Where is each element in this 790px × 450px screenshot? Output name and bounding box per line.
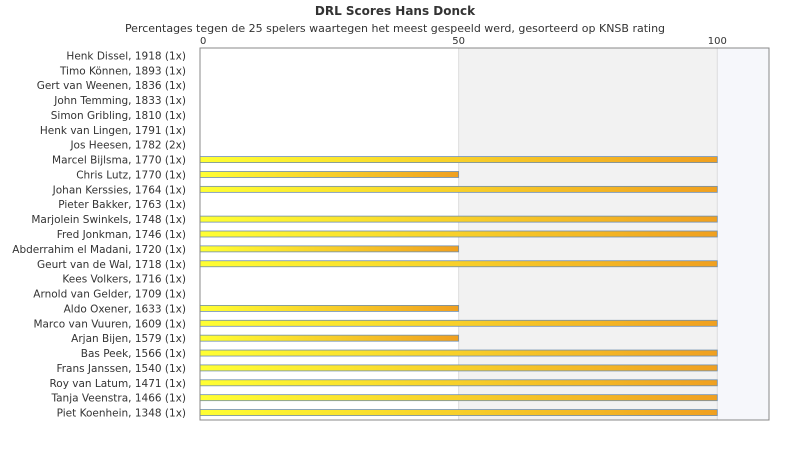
bar (199, 230, 718, 238)
bar (199, 171, 460, 178)
y-category-label: Tanja Veenstra, 1466 (1x) (50, 393, 186, 405)
y-axis-labels: Henk Dissel, 1918 (1x) Timo Können, 1893 … (12, 50, 186, 419)
bar (199, 319, 718, 327)
plot-frame (199, 47, 770, 421)
y-category-label: Abderrahim el Madani, 1720 (1x) (12, 244, 186, 256)
y-category-label: Marcel Bijlsma, 1770 (1x) (52, 155, 186, 167)
y-category-label: Johan Kerssies, 1764 (1x) (52, 184, 186, 196)
y-category-label: Marco van Vuuren, 1609 (1x) (33, 318, 186, 330)
bar (199, 334, 460, 342)
bar (199, 185, 718, 193)
y-category-label: Pieter Bakker, 1763 (1x) (58, 199, 186, 211)
bar (199, 394, 718, 402)
y-category-label: Bas Peek, 1566 (1x) (81, 348, 186, 360)
y-category-label: Fred Jonkman, 1746 (1x) (57, 229, 186, 241)
y-category-label: Henk van Lingen, 1791 (1x) (40, 125, 186, 137)
bar (199, 304, 460, 312)
bar (199, 409, 718, 416)
y-category-label: Roy van Latum, 1471 (1x) (49, 378, 186, 390)
bar (199, 215, 718, 223)
y-category-label: Timo Können, 1893 (1x) (59, 65, 186, 77)
y-category-label: Henk Dissel, 1918 (1x) (66, 50, 186, 62)
x-axis-ticks: 0 50 100 (200, 36, 727, 47)
bars (199, 156, 718, 416)
bar (199, 156, 718, 164)
y-category-label: Gert van Weenen, 1836 (1x) (37, 80, 186, 92)
y-category-label: Piet Koenhein, 1348 (1x) (57, 408, 186, 420)
y-category-label: Simon Gribling, 1810 (1x) (51, 110, 186, 122)
y-category-label: Arnold van Gelder, 1709 (1x) (33, 289, 186, 301)
y-category-label: Frans Janssen, 1540 (1x) (56, 363, 186, 375)
x-tick-label: 0 (200, 36, 206, 47)
band-100-end (717, 48, 769, 420)
chart-title: DRL Scores Hans Donck (314, 4, 476, 18)
y-category-label: Kees Volkers, 1716 (1x) (62, 274, 186, 286)
y-category-label: Geurt van de Wal, 1718 (1x) (37, 259, 186, 271)
y-category-label: Arjan Bijen, 1579 (1x) (71, 333, 186, 345)
x-tick-label: 100 (708, 36, 727, 47)
y-category-label: Chris Lutz, 1770 (1x) (76, 169, 186, 181)
y-category-label: Aldo Oxener, 1633 (1x) (64, 303, 186, 315)
bar (199, 364, 718, 372)
chart-subtitle: Percentages tegen de 25 spelers waartege… (124, 22, 666, 35)
bar (199, 349, 718, 357)
y-category-label: Jos Heesen, 1782 (2x) (69, 140, 186, 152)
y-category-label: Marjolein Swinkels, 1748 (1x) (31, 214, 186, 226)
bar (199, 245, 460, 253)
y-category-label: John Temming, 1833 (1x) (53, 95, 186, 107)
bar (199, 379, 718, 387)
x-tick-label: 50 (452, 36, 465, 47)
bar (199, 260, 718, 268)
